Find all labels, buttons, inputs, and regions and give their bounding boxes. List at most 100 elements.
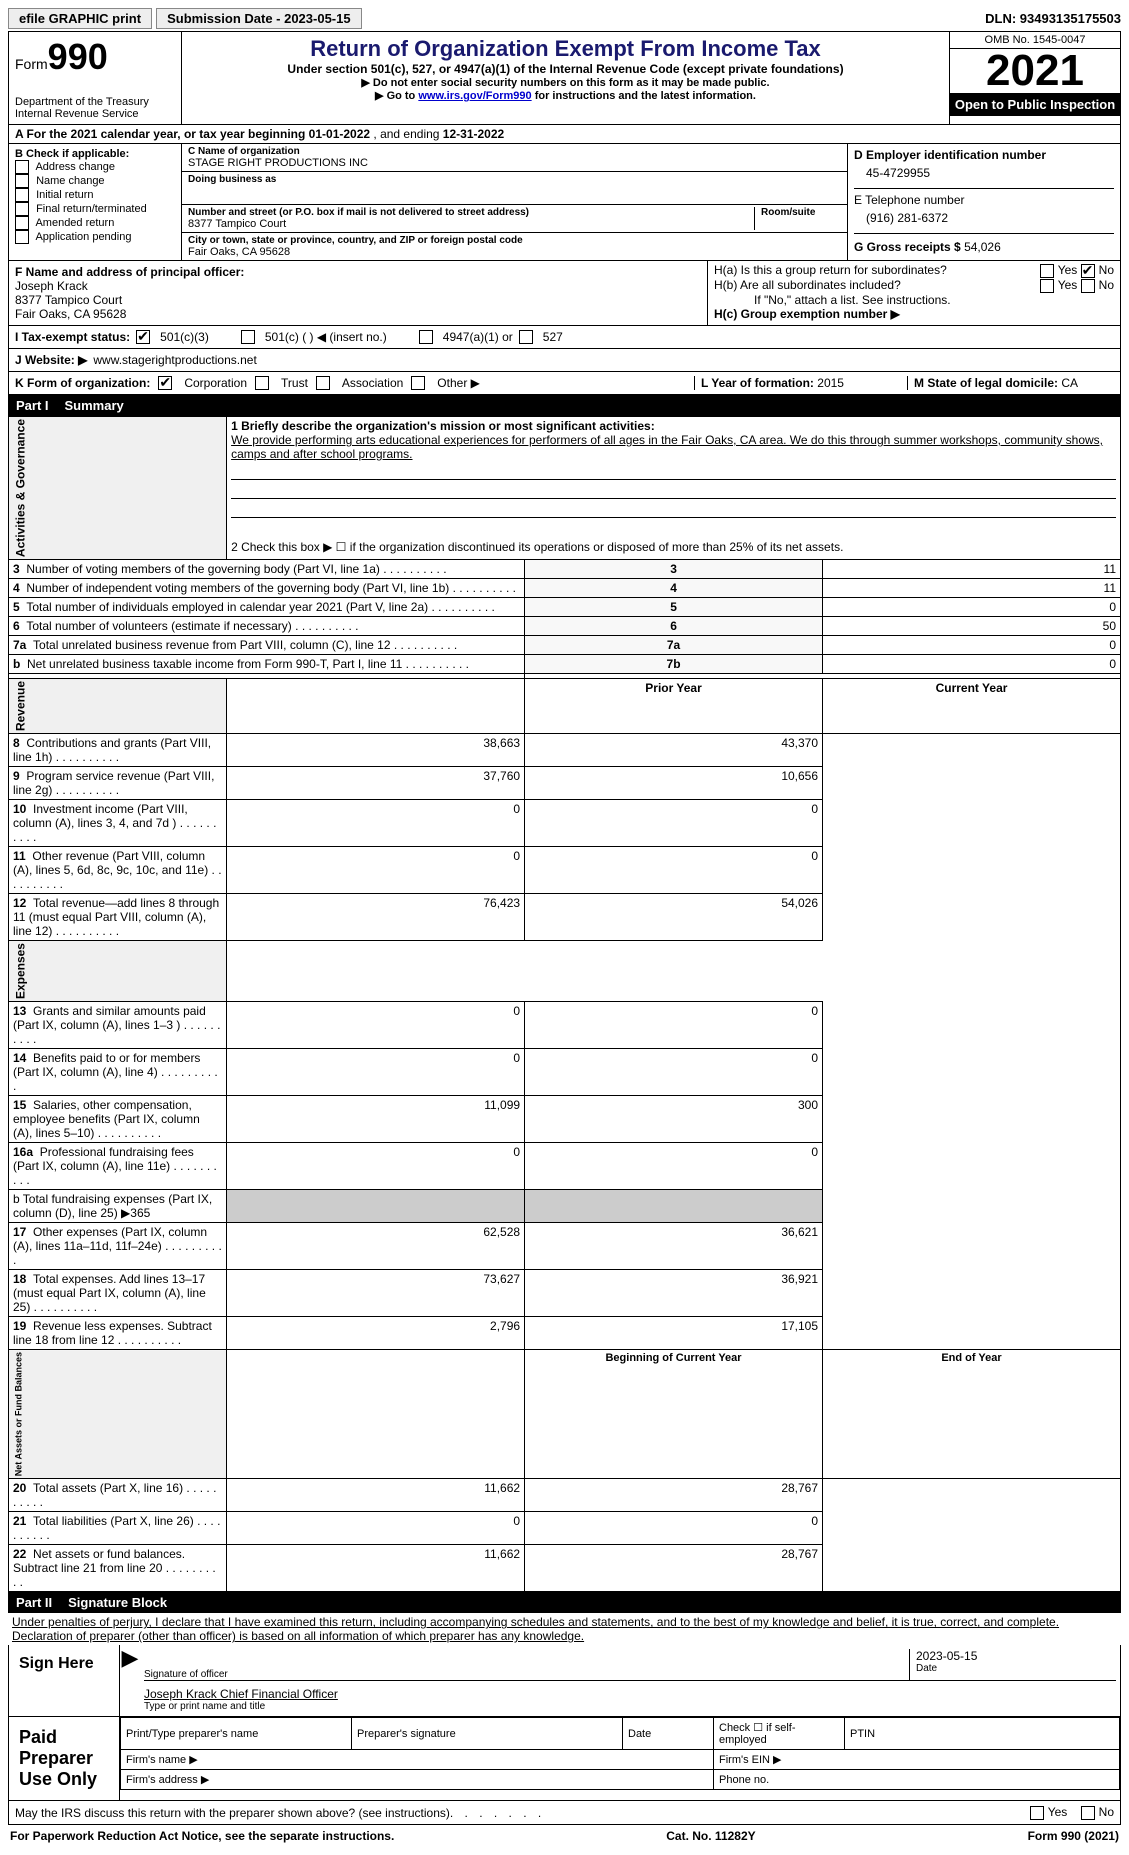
hdr-eoy: End of Year	[823, 1350, 1121, 1479]
summary-row: 3 Number of voting members of the govern…	[9, 560, 1121, 579]
summary-row: 4 Number of independent voting members o…	[9, 579, 1121, 598]
hdr-prior: Prior Year	[525, 679, 823, 734]
year-formation: 2015	[817, 376, 844, 390]
side-activities: Activities & Governance	[9, 417, 227, 560]
submission-date-button[interactable]: Submission Date - 2023-05-15	[156, 8, 362, 29]
page-footer: For Paperwork Reduction Act Notice, see …	[8, 1825, 1121, 1847]
firm-phone-label: Phone no.	[714, 1770, 1120, 1790]
top-bar: efile GRAPHIC print Submission Date - 20…	[8, 8, 1121, 29]
date-label: Date	[916, 1663, 1116, 1674]
firm-name-label: Firm's name ▶	[121, 1750, 714, 1770]
dln-text: DLN: 93493135175503	[985, 11, 1121, 26]
other-checkbox[interactable]	[411, 376, 425, 390]
officer-addr1: 8377 Tampico Court	[15, 293, 122, 307]
org-name: STAGE RIGHT PRODUCTIONS INC	[188, 157, 368, 169]
signature-block: Sign Here ▶ Signature of officer 2023-05…	[8, 1645, 1121, 1801]
summary-row: 22 Net assets or fund balances. Subtract…	[9, 1545, 1121, 1592]
colb-checkbox[interactable]	[15, 230, 29, 244]
side-netassets: Net Assets or Fund Balances	[9, 1350, 227, 1479]
hb-no-checkbox[interactable]	[1081, 279, 1095, 293]
colb-option: Application pending	[15, 230, 175, 244]
summary-row: 10 Investment income (Part VIII, column …	[9, 800, 1121, 847]
assoc-checkbox[interactable]	[316, 376, 330, 390]
summary-row: 13 Grants and similar amounts paid (Part…	[9, 1002, 1121, 1049]
colb-option: Address change	[15, 160, 175, 174]
4947-checkbox[interactable]	[419, 330, 433, 344]
summary-row: 14 Benefits paid to or for members (Part…	[9, 1049, 1121, 1096]
summary-row: 11 Other revenue (Part VIII, column (A),…	[9, 847, 1121, 894]
firm-addr-label: Firm's address ▶	[121, 1770, 714, 1790]
side-expenses: Expenses	[9, 941, 227, 1002]
gross-receipts-label: G Gross receipts $	[854, 240, 961, 254]
summary-row: 7a Total unrelated business revenue from…	[9, 636, 1121, 655]
sig-officer-label: Signature of officer	[144, 1669, 909, 1680]
sign-date: 2023-05-15	[916, 1649, 1116, 1663]
corp-checkbox[interactable]	[158, 376, 172, 390]
ha-no-checkbox[interactable]	[1081, 264, 1095, 278]
summary-row: b Net unrelated business taxable income …	[9, 655, 1121, 674]
line2: 2 Check this box ▶ ☐ if the organization…	[227, 538, 1121, 560]
officer-addr2: Fair Oaks, CA 95628	[15, 307, 126, 321]
mission-text: We provide performing arts educational e…	[231, 433, 1103, 461]
hdr-current: Current Year	[823, 679, 1121, 734]
name-label: C Name of organization	[188, 146, 300, 157]
colb-checkbox[interactable]	[15, 160, 29, 174]
addr-label: Number and street (or P.O. box if mail i…	[188, 207, 748, 218]
summary-row: 8 Contributions and grants (Part VIII, l…	[9, 734, 1121, 767]
prep-name-label: Print/Type preparer's name	[121, 1718, 352, 1750]
hc-label: H(c) Group exemption number ▶	[714, 307, 1114, 321]
part2-header: Part II Signature Block	[8, 1592, 1121, 1613]
prep-sig-label: Preparer's signature	[352, 1718, 623, 1750]
form-number: Form990	[15, 36, 175, 78]
col-b-label: B Check if applicable:	[15, 148, 129, 160]
colb-checkbox[interactable]	[15, 216, 29, 230]
phone-label: E Telephone number	[854, 188, 1114, 207]
discuss-no-checkbox[interactable]	[1081, 1806, 1095, 1820]
sign-here-label: Sign Here	[9, 1645, 120, 1716]
527-checkbox[interactable]	[519, 330, 533, 344]
dba-label: Doing business as	[188, 174, 276, 185]
colb-checkbox[interactable]	[15, 188, 29, 202]
open-to-public: Open to Public Inspection	[950, 93, 1120, 116]
typed-label: Type or print name and title	[144, 1701, 1116, 1712]
summary-row: 6 Total number of volunteers (estimate i…	[9, 617, 1121, 636]
colb-checkbox[interactable]	[15, 174, 29, 188]
ein-value: 45-4729955	[854, 162, 1114, 188]
hb-yes-checkbox[interactable]	[1040, 279, 1054, 293]
ha-yes-checkbox[interactable]	[1040, 264, 1054, 278]
ein-label: D Employer identification number	[854, 148, 1046, 162]
hb-note: If "No," attach a list. See instructions…	[714, 293, 1114, 307]
penalty-text: Under penalties of perjury, I declare th…	[8, 1613, 1121, 1645]
row-a-period: A For the 2021 calendar year, or tax yea…	[8, 125, 1121, 144]
summary-table: Activities & Governance 1 Briefly descri…	[8, 416, 1121, 1592]
501c3-checkbox[interactable]	[136, 330, 150, 344]
line16b: b Total fundraising expenses (Part IX, c…	[9, 1190, 227, 1223]
hdr-boy: Beginning of Current Year	[525, 1350, 823, 1479]
efile-button[interactable]: efile GRAPHIC print	[8, 8, 152, 29]
summary-row: 5 Total number of individuals employed i…	[9, 598, 1121, 617]
discuss-row: May the IRS discuss this return with the…	[8, 1801, 1121, 1825]
section-bcd: B Check if applicable: Address change Na…	[8, 144, 1121, 261]
arrow-icon: ▶	[120, 1645, 140, 1716]
gross-receipts-value: 54,026	[964, 240, 1001, 254]
discuss-yes-checkbox[interactable]	[1030, 1806, 1044, 1820]
summary-row: 21 Total liabilities (Part X, line 26) 0…	[9, 1512, 1121, 1545]
501c-checkbox[interactable]	[241, 330, 255, 344]
ssn-warning: ▶ Do not enter social security numbers o…	[188, 76, 943, 89]
colb-checkbox[interactable]	[15, 202, 29, 216]
hb-label: H(b) Are all subordinates included?	[714, 278, 901, 292]
street-address: 8377 Tampico Court	[188, 218, 748, 230]
irs-link[interactable]: www.irs.gov/Form990	[418, 90, 531, 102]
preparer-table: Print/Type preparer's name Preparer's si…	[120, 1717, 1120, 1790]
city-state-zip: Fair Oaks, CA 95628	[188, 246, 290, 258]
colb-option: Amended return	[15, 216, 175, 230]
part1-header: Part I Summary	[8, 395, 1121, 416]
dept-treasury: Department of the Treasury	[15, 96, 175, 108]
form-header: Form990 Department of the Treasury Inter…	[8, 31, 1121, 125]
trust-checkbox[interactable]	[255, 376, 269, 390]
section-fh: F Name and address of principal officer:…	[8, 261, 1121, 326]
summary-row: 20 Total assets (Part X, line 16) 11,662…	[9, 1479, 1121, 1512]
typed-name: Joseph Krack Chief Financial Officer	[144, 1681, 1116, 1701]
cat-number: Cat. No. 11282Y	[666, 1829, 755, 1843]
colb-option: Final return/terminated	[15, 202, 175, 216]
